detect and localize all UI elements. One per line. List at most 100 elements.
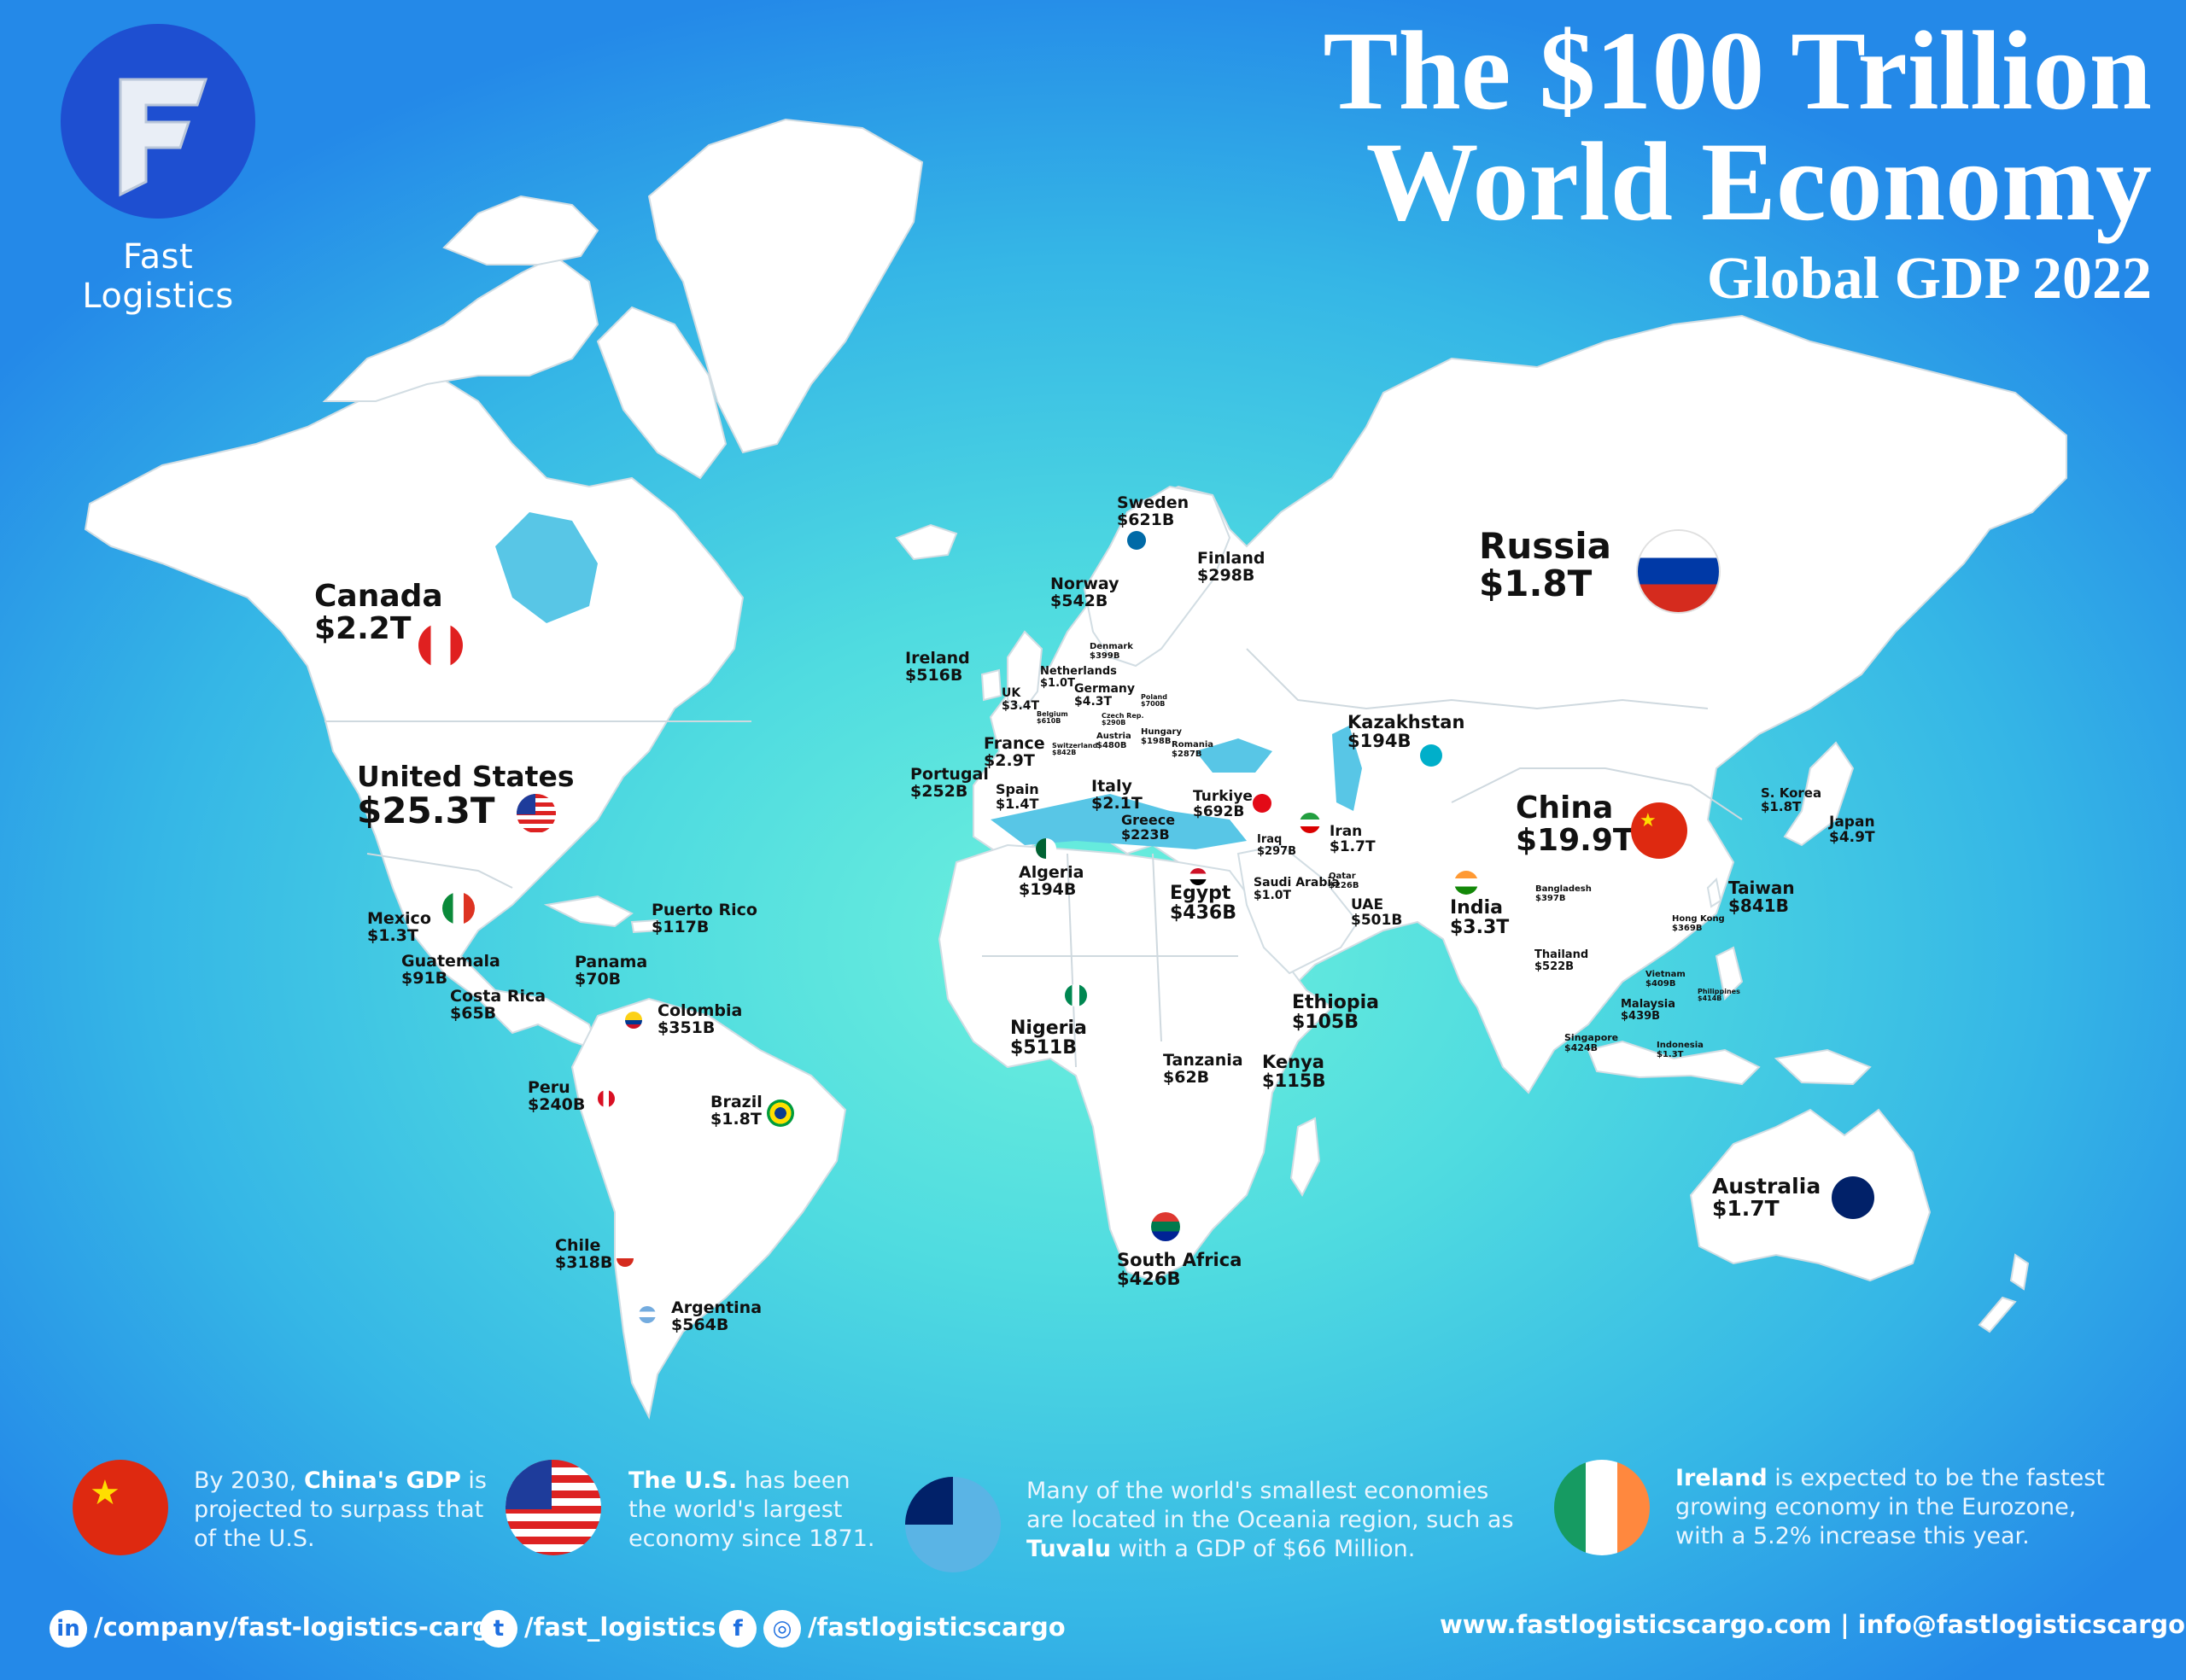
colombia-flag-icon <box>625 1012 642 1029</box>
arctic-islands-north <box>442 195 599 265</box>
china-flag-icon: ★ <box>1631 802 1687 859</box>
label-brazil: Brazil $1.8T <box>710 1093 763 1129</box>
india-flag-icon <box>1454 871 1478 895</box>
title-block: The $100 Trillion World Economy Global G… <box>1323 15 2152 318</box>
indonesia-islands <box>1587 1040 1761 1086</box>
label-china: China $19.9T <box>1516 790 1634 858</box>
brazil-flag-icon <box>767 1100 794 1127</box>
ireland-island <box>980 668 1002 702</box>
label-russia: Russia $1.8T <box>1479 525 1611 605</box>
label-taiwan: Taiwan $841B <box>1728 878 1795 916</box>
label-peru: Peru $240B <box>528 1078 586 1114</box>
label-puerto-rico: Puerto Rico $117B <box>652 901 757 936</box>
label-czech: Czech Rep. $290B <box>1102 712 1144 727</box>
twitter-link[interactable]: t/fast_logistics <box>480 1610 716 1648</box>
label-united-states-gdp: $25.3T <box>357 790 495 831</box>
black-sea <box>1195 738 1272 773</box>
label-italy: Italy $2.1T <box>1091 777 1143 813</box>
logo-circle <box>61 24 255 219</box>
hudson-bay <box>495 512 598 623</box>
new-zealand-south <box>1978 1296 2017 1333</box>
logo-f-icon <box>119 78 208 197</box>
label-uae: UAE $501B <box>1351 896 1403 929</box>
chile-flag-icon <box>617 1250 634 1267</box>
label-finland: Finland $298B <box>1197 549 1265 585</box>
label-poland: Poland $700B <box>1141 693 1167 709</box>
egypt-flag-icon <box>1189 868 1207 885</box>
madagascar <box>1289 1117 1321 1198</box>
nigeria-flag-icon <box>1065 984 1087 1006</box>
peru-flag-icon <box>598 1090 615 1107</box>
linkedin-link[interactable]: in/company/fast-logistics-cargo <box>50 1610 507 1648</box>
label-germany: Germany $4.3T <box>1074 682 1136 709</box>
north-america-landmass <box>84 378 745 1052</box>
scandinavia <box>1083 485 1231 668</box>
label-canada: Canada $2.2T <box>314 579 443 646</box>
label-mexico: Mexico $1.3T <box>367 909 431 945</box>
fact-us: The U.S. has been the world's largest ec… <box>628 1467 875 1552</box>
canada-flag-icon <box>418 623 463 668</box>
south-america-landmass <box>570 997 847 1420</box>
label-romania: Romania $287B <box>1172 740 1214 759</box>
us-flag-icon <box>517 794 556 833</box>
label-kazakhstan: Kazakhstan $194B <box>1347 712 1465 752</box>
tuvalu-fact-flag-icon <box>905 1477 1001 1572</box>
label-ethiopia: Ethiopia $105B <box>1292 992 1379 1034</box>
great-britain <box>1007 630 1043 710</box>
fact-tuvalu: Many of the world's smallest economies a… <box>1026 1478 1514 1562</box>
title-line-1: The $100 Trillion <box>1323 8 2152 133</box>
japan-islands <box>1783 741 1855 847</box>
title-line-2: World Economy <box>1365 119 2152 244</box>
label-spain: Spain $1.4T <box>996 781 1039 812</box>
fact-ireland: Ireland is expected to be the fastest gr… <box>1675 1465 2105 1549</box>
new-guinea <box>1774 1048 1872 1086</box>
label-belgium: Belgium $610B <box>1037 710 1068 726</box>
turkiye-flag-icon <box>1253 794 1271 813</box>
fact-china: By 2030, China's GDP is projected to sur… <box>194 1467 487 1552</box>
label-malaysia: Malaysia $439B <box>1621 998 1675 1023</box>
ireland-fact-flag-icon <box>1554 1460 1650 1555</box>
label-costa-rica: Costa Rica $65B <box>450 987 546 1023</box>
label-netherlands: Netherlands $1.0T <box>1040 665 1117 690</box>
caribbean-islands <box>543 895 634 928</box>
instagram-link[interactable]: f ◎/fastlogisticscargo <box>719 1610 1066 1648</box>
label-nigeria: Nigeria $511B <box>1010 1018 1087 1059</box>
instagram-icon[interactable]: ◎ <box>763 1610 801 1648</box>
linkedin-icon: in <box>50 1610 87 1648</box>
label-tanzania: Tanzania $62B <box>1163 1051 1243 1087</box>
puerto-rico-island <box>630 919 661 934</box>
label-greece: Greece $223B <box>1121 812 1176 843</box>
mediterranean-sea <box>991 794 1247 849</box>
label-austria: Austria $480B <box>1096 732 1131 750</box>
australia-flag-icon <box>1832 1176 1874 1219</box>
label-turkiye: Turkiye $692B <box>1193 788 1253 820</box>
arabian-peninsula <box>1236 843 1359 975</box>
label-colombia: Colombia $351B <box>658 1001 743 1037</box>
label-egypt: Egypt $436B <box>1170 883 1236 925</box>
label-saudi-arabia: Saudi Arabia $1.0T <box>1254 876 1340 902</box>
china-fact-flag-icon: ★ <box>73 1460 168 1555</box>
caspian-sea <box>1332 726 1362 811</box>
label-iran: Iran $1.7T <box>1330 823 1376 855</box>
us-mexico-border <box>366 853 513 889</box>
philippines-islands <box>1715 946 1744 1001</box>
brand-name: Fast Logistics <box>82 237 234 316</box>
label-algeria: Algeria $194B <box>1019 863 1084 899</box>
label-s-korea: S. Korea $1.8T <box>1761 785 1822 814</box>
label-sweden: Sweden $621B <box>1117 493 1189 529</box>
label-argentina: Argentina $564B <box>671 1298 763 1334</box>
label-indonesia: Indonesia $1.3T <box>1657 1041 1704 1059</box>
facebook-icon[interactable]: f <box>719 1610 757 1648</box>
russia-flag-icon <box>1638 531 1719 612</box>
label-japan: Japan $4.9T <box>1829 814 1875 846</box>
contact-info[interactable]: www.fastlogisticscargo.com | info@fastlo… <box>1440 1610 2186 1639</box>
baffin-island <box>596 306 728 480</box>
label-denmark: Denmark $399B <box>1090 642 1133 661</box>
china-border <box>1451 767 1743 820</box>
label-singapore: Singapore $424B <box>1564 1032 1619 1053</box>
label-thailand: Thailand $522B <box>1534 948 1589 973</box>
label-india: India $3.3T <box>1450 897 1510 939</box>
label-hungary: Hungary $198B <box>1141 727 1182 746</box>
